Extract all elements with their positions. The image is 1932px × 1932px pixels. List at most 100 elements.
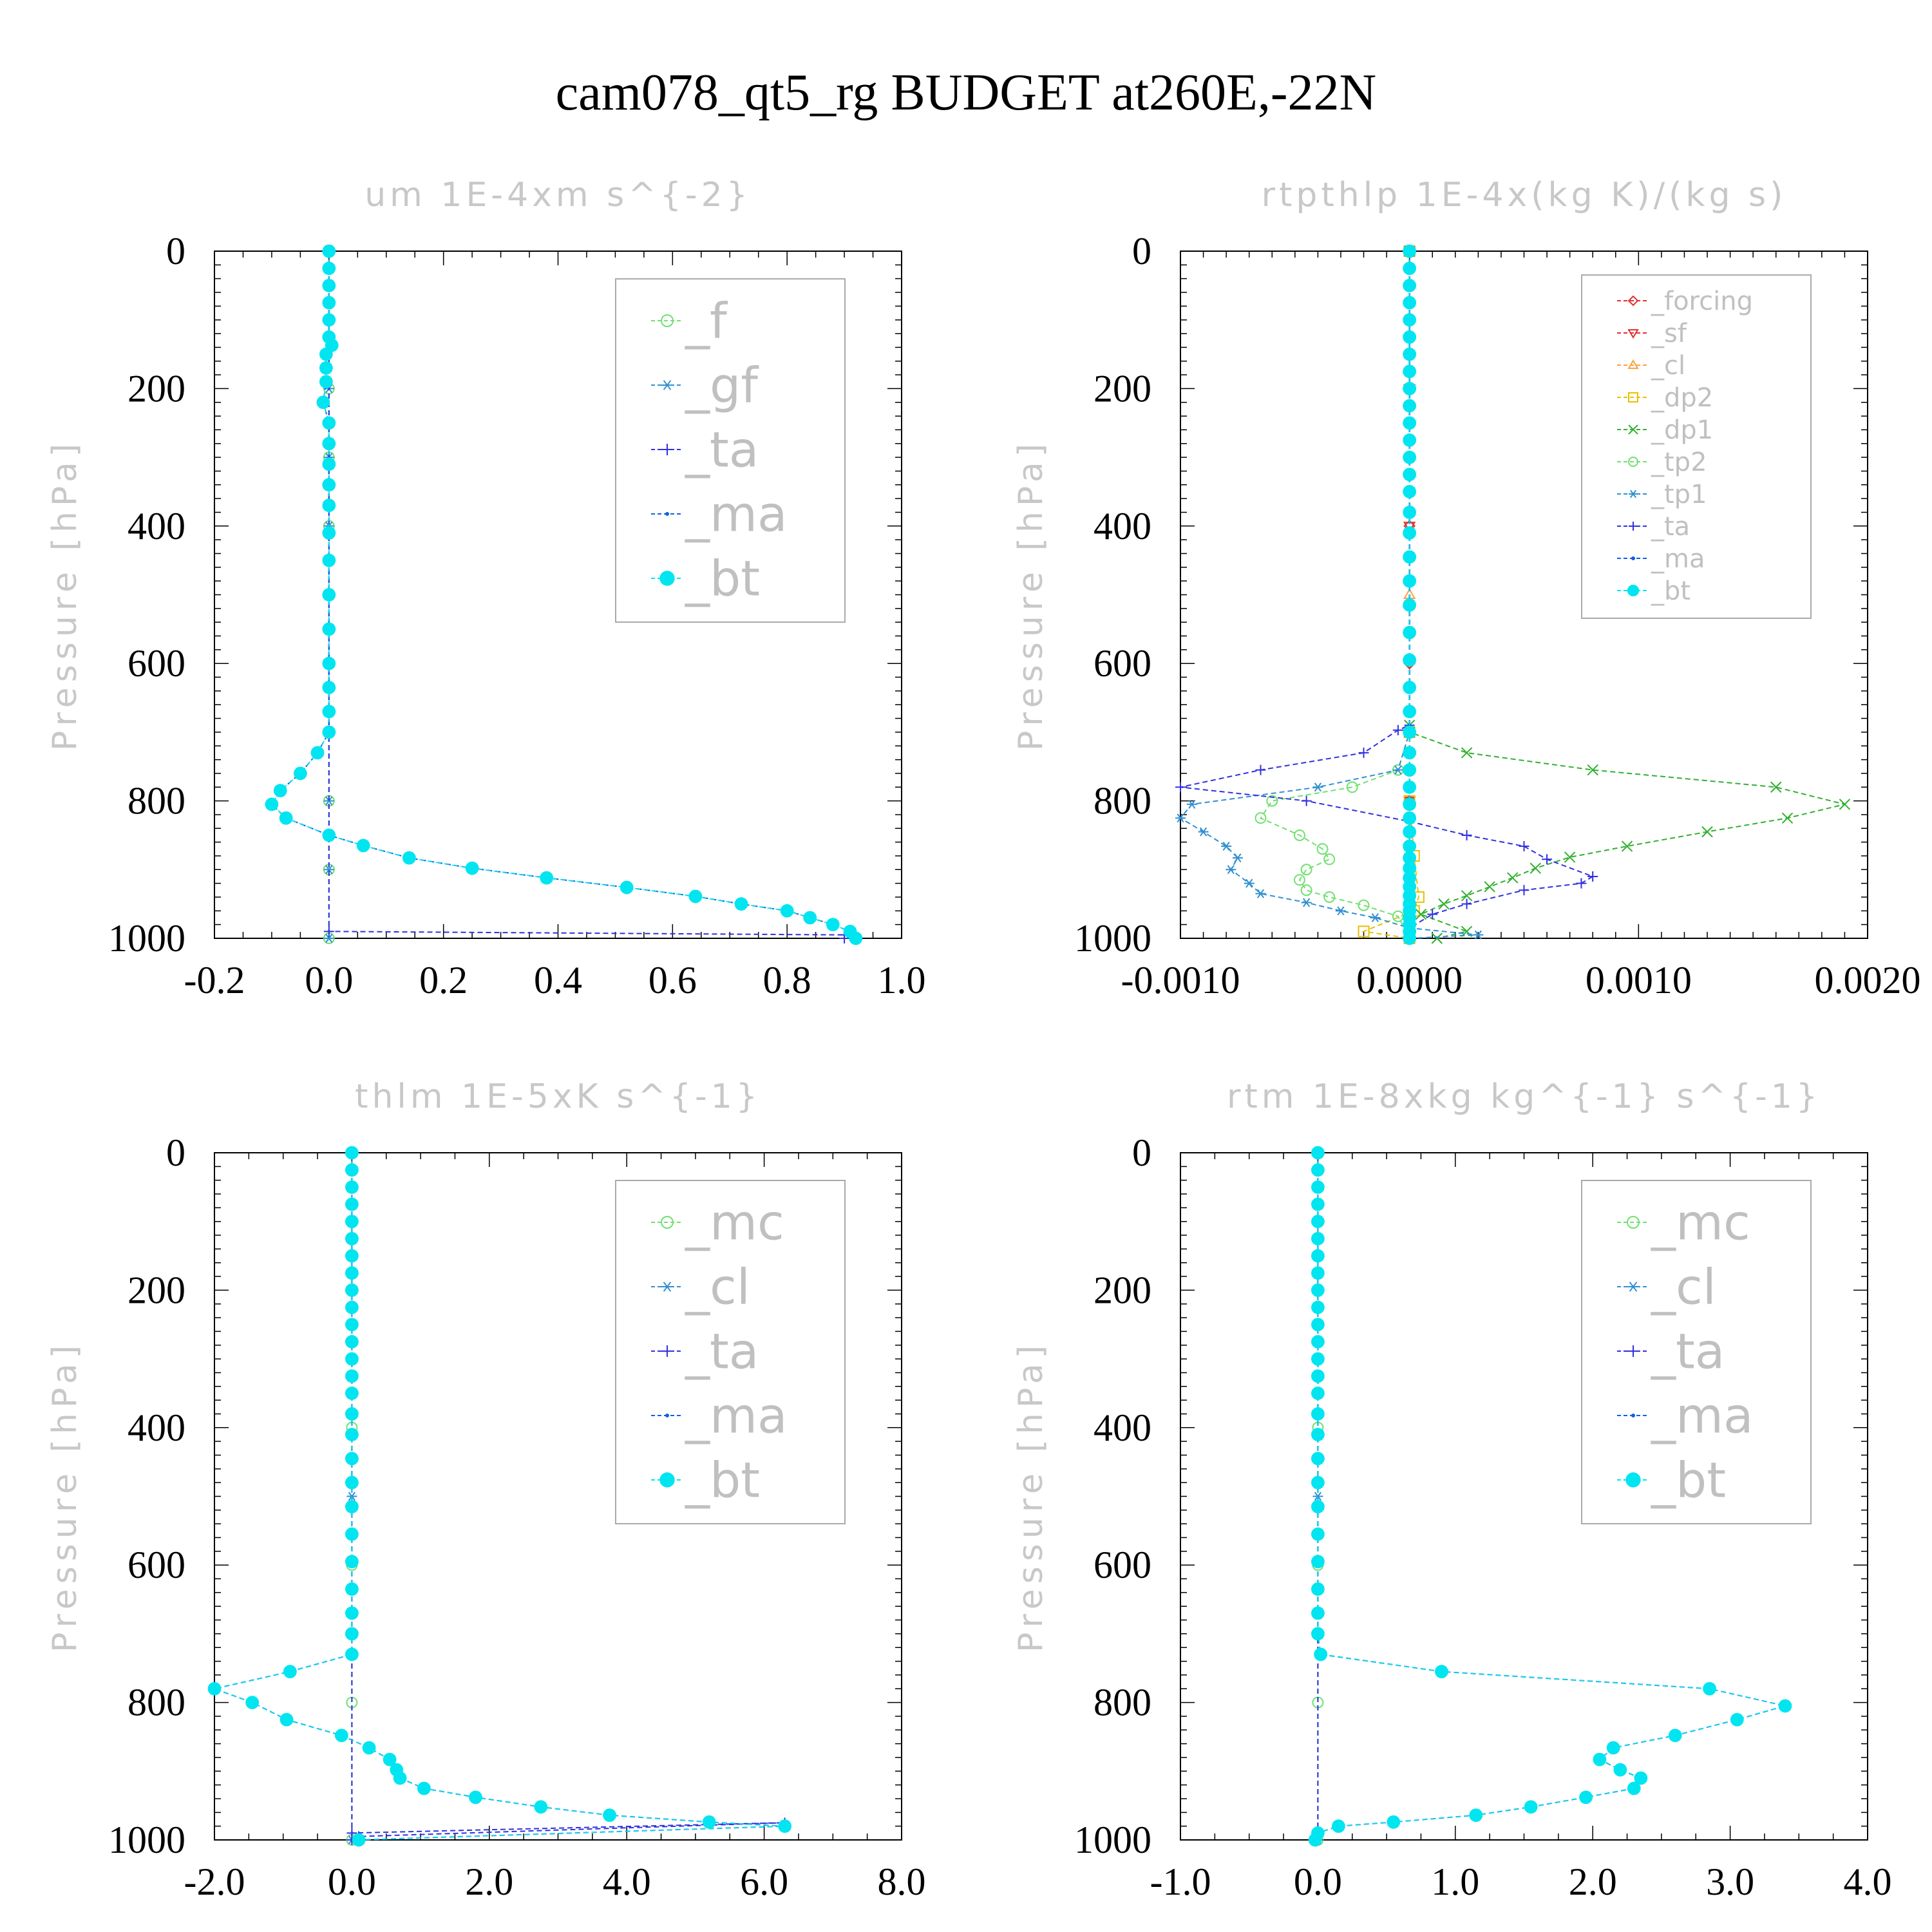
x-tick-label: 0.6 [649, 959, 697, 1001]
point-ta [323, 926, 334, 937]
point-tp2 [1323, 853, 1336, 866]
point-bt [293, 766, 307, 781]
y-tick-label: 600 [128, 642, 185, 685]
y-tick-label: 400 [128, 505, 185, 547]
series-line-dp2 [1361, 251, 1419, 939]
point-bt [1311, 1335, 1325, 1349]
legend-item-bt: _bt [651, 1452, 760, 1509]
point-bt [1311, 1231, 1325, 1245]
point-bt [345, 1249, 359, 1263]
point-bt [1311, 1369, 1325, 1383]
legend-label: _mc [1651, 1194, 1750, 1251]
legend-item-ma: _ma [1617, 1387, 1754, 1444]
y-tick-label: 600 [128, 1544, 185, 1586]
legend-item-ma: _ma [651, 1387, 788, 1444]
point-bt [402, 851, 416, 865]
point-bt [352, 1833, 366, 1847]
point-bt [417, 1781, 431, 1795]
point-bt [1403, 625, 1417, 639]
legend-1: _f _gf _ta _ma _bt [615, 278, 846, 623]
point-tp1 [1175, 813, 1186, 823]
point-bt [1311, 1163, 1325, 1177]
point-bt [1403, 574, 1417, 588]
x-tick-label: 0.0 [328, 1861, 376, 1903]
point-tp2 [1300, 884, 1312, 896]
point-tp2 [1293, 874, 1305, 886]
point-tp2 [1346, 781, 1358, 793]
y-axis-label-4: Pressure [hPa] [1012, 1340, 1050, 1653]
point-bt [207, 1681, 222, 1696]
point-bt [245, 1696, 260, 1710]
point-bt [1403, 468, 1417, 482]
legend-item-bt: _bt [1617, 576, 1690, 606]
point-bt [345, 1500, 359, 1513]
point-dp1 [1415, 908, 1427, 920]
point-bt [319, 361, 333, 375]
point-ta [1358, 747, 1369, 758]
legend-item-cl: _cl [1617, 351, 1685, 381]
point-bt [1730, 1712, 1744, 1727]
point-bt [778, 1819, 792, 1833]
point-gf [323, 865, 334, 875]
legend-item-dp2: _dp2 [1617, 383, 1713, 413]
point-bt [393, 1771, 407, 1785]
legend-label: _ta [685, 1323, 759, 1380]
point-tp2 [1255, 812, 1267, 824]
legend-frame [1581, 1180, 1812, 1524]
point-tp2 [1293, 829, 1305, 841]
point-bt [1311, 1452, 1325, 1466]
legend-item-ma: _ma [1617, 544, 1705, 574]
point-tp2 [1323, 891, 1336, 903]
legend-label: _gf [685, 357, 759, 414]
legend-label: _ma [1651, 544, 1705, 574]
point-bt [1311, 1180, 1325, 1194]
x-tick-label: 4.0 [1844, 1861, 1892, 1903]
legend-label: _ma [685, 1387, 788, 1444]
point-bt [345, 1582, 359, 1596]
point-bt [1403, 653, 1417, 667]
point-tp1 [1186, 799, 1197, 809]
y-tick-label: 1000 [1074, 917, 1151, 960]
point-bt [1403, 681, 1417, 694]
point-bt [1403, 485, 1417, 498]
point-bt [1403, 861, 1417, 875]
point-dp1 [1587, 764, 1598, 776]
point-bt [465, 861, 479, 875]
point-bt [1311, 1146, 1325, 1160]
legend-item-ta: _ta [1617, 1323, 1725, 1380]
point-bt [620, 880, 634, 895]
panel-title-3: thlm 1E-5xK s^{-1} [355, 1077, 761, 1116]
point-bt [345, 1180, 359, 1194]
point-bt [345, 1527, 359, 1541]
point-bt [1469, 1808, 1483, 1822]
point-bt [345, 1335, 359, 1349]
point-tp2 [1266, 795, 1278, 807]
legend-item-mc: _mc [651, 1194, 784, 1251]
legend-frame [1581, 274, 1812, 619]
point-ta [1461, 829, 1472, 840]
point-bt [1613, 1763, 1627, 1777]
y-tick-label: 400 [1094, 505, 1151, 547]
y-axis-label-3: Pressure [hPa] [46, 1340, 84, 1653]
point-bt [1311, 1197, 1325, 1211]
point-bt [1403, 365, 1417, 379]
point-bt [322, 656, 336, 670]
point-tp1 [1255, 889, 1266, 898]
point-dp1 [1438, 898, 1450, 910]
point-bt [1311, 1352, 1325, 1366]
point-bt [1403, 399, 1417, 413]
x-tick-label: 0.4 [534, 959, 582, 1001]
point-bt [322, 457, 336, 471]
point-ta [1301, 795, 1312, 806]
point-bt [1435, 1665, 1448, 1678]
point-ta [1587, 871, 1598, 882]
legend-3: _mc _cl _ta _ma _bt [615, 1180, 846, 1524]
legend-item-gf: _gf [651, 357, 759, 414]
point-bt [1403, 278, 1417, 292]
legend-label: _tp1 [1651, 480, 1707, 509]
panel-1: um 1E-4xm s^{-2} Pressure [hPa] 0 200 400 600… [46, 176, 926, 1001]
point-bt [322, 416, 336, 430]
point-bt [1403, 330, 1417, 344]
point-bt [1403, 382, 1417, 395]
x-tick-label: 2.0 [465, 1861, 513, 1903]
